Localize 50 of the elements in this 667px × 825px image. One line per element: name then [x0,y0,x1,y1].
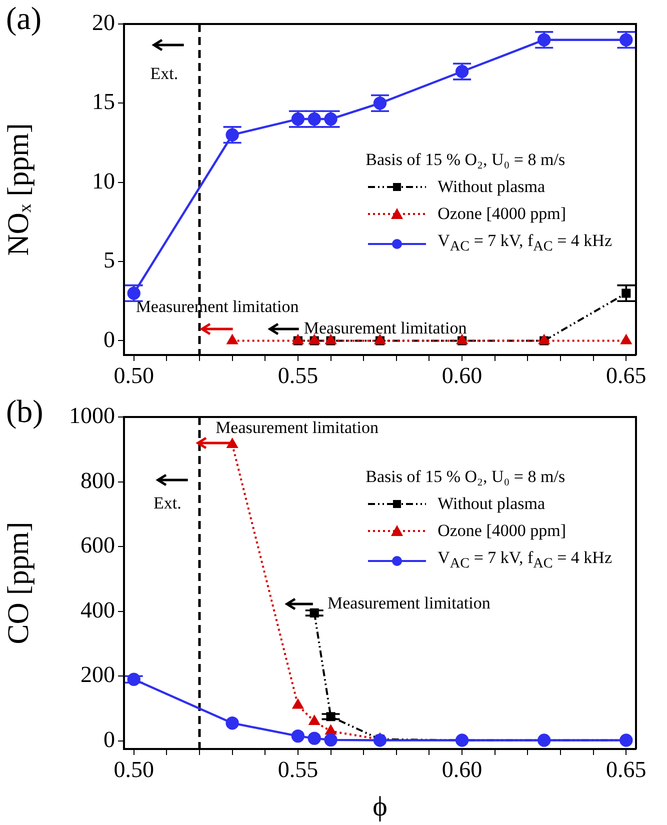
annotation: Ext. [150,64,178,84]
point [309,715,320,725]
legend-title: Basis of 15 % O₂, U₀ = 8 m/s [366,149,566,172]
point [373,734,387,747]
x-tick-label: 0.55 [278,756,318,782]
y-tick-label: 0 [104,326,115,352]
x-tick-label: 0.60 [442,756,482,782]
x-tick-label: 0.60 [442,362,482,388]
point [291,729,305,743]
legend-label: V$_{AC}$ = 7 kV, f$_{AC}$ = 4 kHz [438,547,612,574]
point [325,725,336,735]
legend-label: Ozone [4000 ppm] [438,203,566,226]
x-tick-label: 0.50 [114,362,154,388]
y-tick-label: 200 [80,662,115,688]
point [620,334,632,344]
x-tick-label: 0.50 [114,756,154,782]
y-tick-label: 400 [80,597,115,622]
y-axis-title: NOₓ [ppm] [2,123,35,256]
legend-title: Basis of 15 % O₂, U₀ = 8 m/s [366,466,566,488]
annotation: Measurement limitation [327,594,491,613]
y-tick-label: 10 [92,168,115,194]
legend-label: Ozone [4000 ppm] [438,520,566,542]
legend-label: Without plasma [438,493,546,516]
point [226,334,238,344]
y-tick-label: 20 [92,10,115,36]
y-tick-label: 600 [80,532,115,558]
x-tick-label: 0.65 [606,362,646,388]
legend-label: V$_{AC}$ = 7 kV, f$_{AC}$ = 4 kHz [438,230,612,257]
point [292,699,304,709]
annotation: Measurement limitation [216,418,379,438]
y-tick-label: 5 [104,248,115,273]
y-tick-label: 15 [92,89,115,114]
point [324,733,338,747]
annotation: Measurement limitation [304,318,468,338]
x-axis-title: ϕ [372,792,388,823]
x-tick-label: 0.55 [278,362,318,388]
legend-label: Without plasma [438,176,546,198]
point [308,732,321,745]
chart-title: (b) [6,393,44,430]
point [455,734,469,747]
annotation: Measurement limitation [136,296,300,316]
point [226,438,238,448]
annotation: Ext. [154,493,182,512]
chart-title: (a) [6,0,42,37]
y-axis-title: CO [ppm] [2,522,35,644]
y-tick-label: 1000 [69,403,115,428]
y-tick-label: 800 [80,468,115,493]
point [226,716,239,730]
x-tick-label: 0.65 [606,756,646,782]
y-tick-label: 0 [104,726,115,752]
